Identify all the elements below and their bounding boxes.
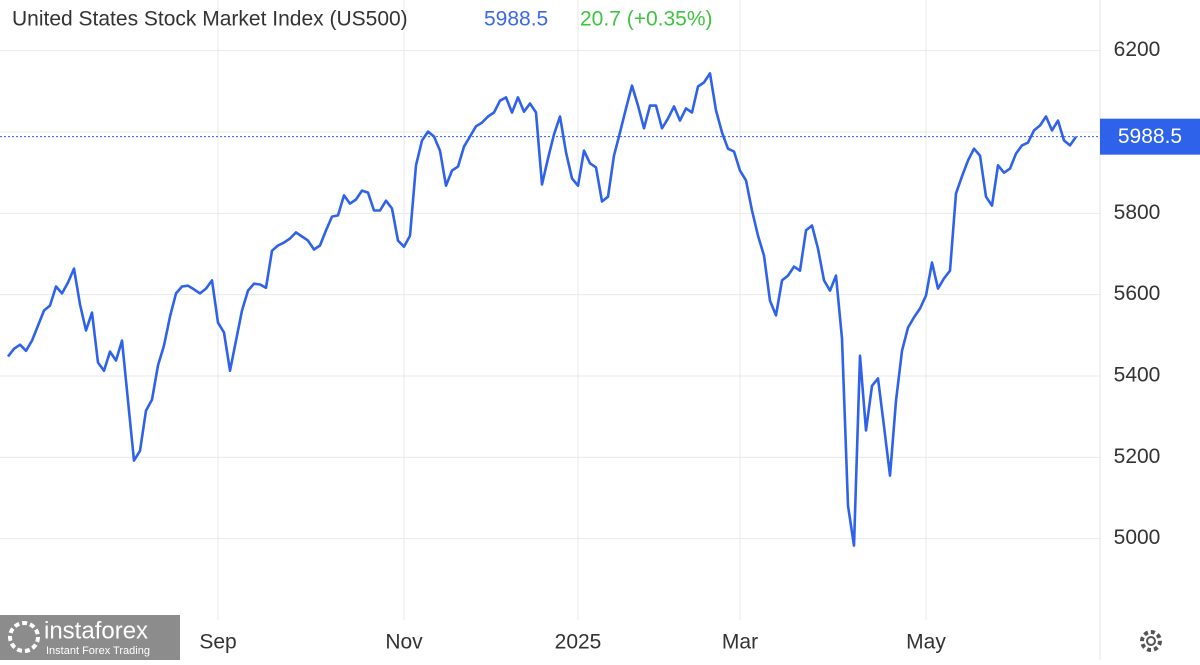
watermark-tagline: Instant Forex Trading — [46, 645, 150, 657]
watermark-icon — [8, 621, 40, 653]
last-value-box — [1100, 118, 1200, 155]
x-tick-label: Mar — [722, 631, 758, 654]
settings-icon-teeth[interactable] — [1140, 630, 1162, 652]
x-tick-label: May — [906, 631, 946, 654]
watermark-box — [0, 615, 180, 660]
x-tick-label: Sep — [199, 631, 236, 654]
y-tick-label: 5000 — [1114, 526, 1161, 549]
y-tick-label: 5400 — [1114, 364, 1161, 387]
y-tick-label: 5800 — [1114, 201, 1161, 224]
price-line — [6, 72, 1078, 547]
chart-title: United States Stock Market Index (US500) — [12, 8, 408, 31]
x-tick-label: 2025 — [555, 631, 602, 654]
y-tick-label: 6200 — [1114, 38, 1161, 61]
y-tick-label: 5600 — [1114, 282, 1161, 305]
y-tick-label: 5200 — [1114, 445, 1161, 468]
watermark-brand: instaforex — [44, 617, 148, 644]
settings-icon[interactable] — [1140, 630, 1162, 652]
last-value-label: 5988.5 — [1118, 125, 1182, 148]
x-tick-label: Nov — [385, 631, 423, 654]
header-change: 20.7 (+0.35%) — [580, 8, 713, 31]
header-price: 5988.5 — [484, 8, 548, 31]
settings-icon-center[interactable] — [1146, 636, 1156, 646]
watermark: instaforex Instant Forex Trading — [0, 615, 180, 660]
